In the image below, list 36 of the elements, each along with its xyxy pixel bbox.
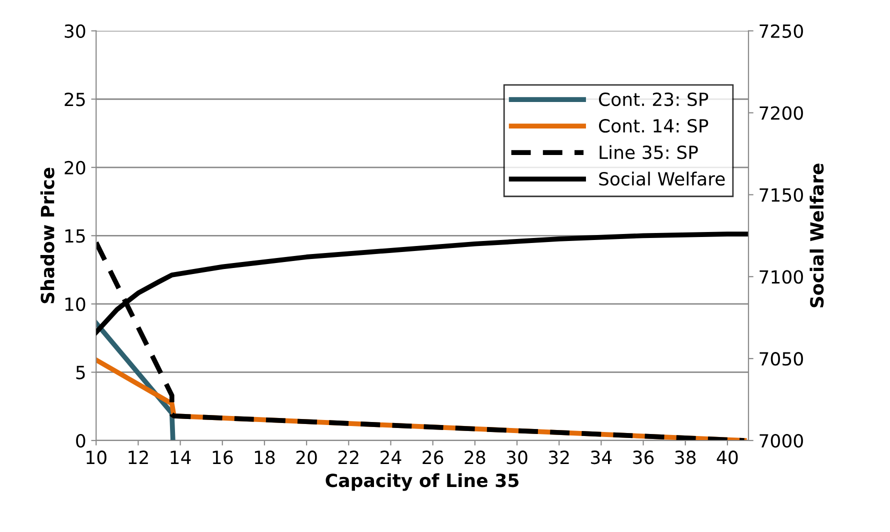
y-tick-label: 25: [64, 92, 85, 106]
x-tick-label: 38: [675, 450, 696, 464]
x-tick-label: 24: [380, 450, 402, 464]
x-tick-label: 28: [464, 450, 486, 464]
legend-label: Cont. 23: SP: [598, 92, 708, 106]
x-tick-label: 18: [254, 450, 275, 464]
y2-tick-label: 7100: [760, 270, 803, 284]
y-tick-label: 0: [76, 434, 86, 448]
x-tick-label: 32: [548, 450, 569, 464]
legend-label: Line 35: SP: [600, 145, 698, 160]
x-tick-label: 40: [716, 450, 738, 464]
legend-label: Social Welfare: [599, 172, 725, 186]
x-tick-label: 16: [212, 450, 233, 464]
x-tick-label: 14: [170, 450, 191, 464]
y-tick-label: 10: [65, 297, 86, 312]
x-tick-label: 36: [633, 450, 654, 464]
x-tick-label: 34: [591, 450, 612, 464]
x-axis-title: Capacity of Line 35: [326, 473, 518, 491]
y2-tick-label: 7200: [760, 106, 803, 120]
x-tick-label: 10: [86, 450, 106, 464]
x-tick-label: 12: [128, 450, 148, 464]
y2-axis-title: Social Welfare: [810, 164, 824, 308]
x-tick-label: 22: [338, 450, 358, 464]
y-tick-label: 5: [76, 366, 85, 380]
y2-tick-label: 7050: [760, 352, 803, 366]
x-tick-label: 20: [296, 450, 317, 464]
y2-tick-label: 7000: [760, 434, 803, 448]
x-tick-label: 26: [422, 450, 444, 464]
y-tick-label: 15: [65, 229, 85, 243]
y2-tick-label: 7250: [760, 24, 803, 38]
y-tick-label: 20: [64, 160, 86, 175]
y2-tick-label: 7150: [760, 188, 803, 202]
y-tick-label: 30: [64, 24, 86, 38]
y-axis-title: Shadow Price: [40, 168, 54, 304]
legend-label: Cont. 14: SP: [598, 118, 708, 133]
x-tick-label: 30: [506, 450, 528, 464]
